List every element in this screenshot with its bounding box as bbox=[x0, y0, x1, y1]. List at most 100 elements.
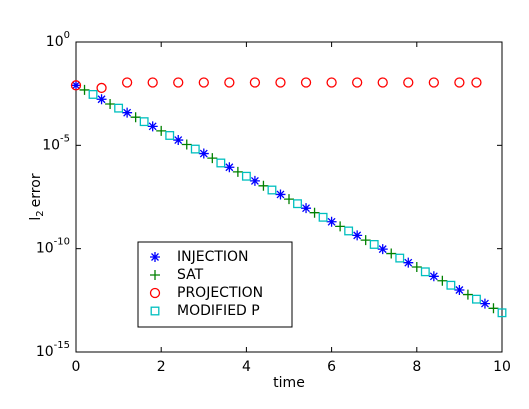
marker-plus bbox=[105, 99, 116, 109]
marker-shape bbox=[411, 261, 422, 272]
marker-shape bbox=[121, 77, 133, 88]
marker-shape bbox=[386, 248, 397, 259]
marker-plus bbox=[232, 166, 243, 177]
marker-shape bbox=[326, 77, 337, 88]
x-tick-label: 2 bbox=[157, 359, 166, 375]
x-tick-label: 4 bbox=[242, 359, 251, 375]
marker-asterisk bbox=[147, 121, 158, 132]
marker-shape bbox=[471, 77, 482, 88]
marker-circle bbox=[428, 77, 439, 88]
y-tick-label: 10-10 bbox=[36, 237, 70, 257]
marker-shape bbox=[352, 77, 363, 88]
marker-shape bbox=[241, 171, 251, 181]
marker-square bbox=[420, 267, 430, 277]
marker-asterisk bbox=[71, 80, 81, 91]
marker-shape bbox=[428, 271, 439, 282]
marker-shape bbox=[139, 117, 149, 127]
marker-plus bbox=[207, 153, 218, 164]
marker-circle bbox=[121, 77, 133, 88]
marker-shape bbox=[181, 139, 192, 150]
marker-shape bbox=[360, 235, 371, 246]
marker-circle bbox=[377, 77, 388, 88]
marker-shape bbox=[150, 252, 160, 262]
y-tick-base: 10 bbox=[36, 241, 54, 257]
marker-shape bbox=[173, 77, 184, 88]
marker-shape bbox=[71, 80, 81, 91]
marker-shape bbox=[326, 216, 337, 227]
marker-shape bbox=[471, 294, 481, 304]
marker-shape bbox=[479, 298, 490, 309]
y-tick-base: 10 bbox=[36, 344, 54, 360]
marker-shape bbox=[130, 112, 141, 123]
marker-asterisk bbox=[352, 230, 363, 241]
marker-circle bbox=[471, 77, 482, 88]
marker-shape bbox=[377, 244, 388, 255]
marker-shape bbox=[377, 77, 388, 88]
marker-asterisk bbox=[454, 285, 465, 295]
marker-shape bbox=[165, 131, 175, 140]
marker-shape bbox=[249, 77, 261, 88]
marker-shape bbox=[79, 84, 90, 95]
marker-asterisk bbox=[479, 298, 490, 309]
marker-asterisk bbox=[224, 162, 235, 173]
y-tick-exponent: -15 bbox=[54, 340, 70, 351]
marker-circle bbox=[300, 77, 312, 88]
marker-plus bbox=[150, 270, 160, 280]
marker-shape bbox=[150, 306, 160, 316]
marker-plus bbox=[386, 248, 397, 259]
marker-shape bbox=[300, 77, 312, 88]
marker-shape bbox=[173, 135, 184, 146]
marker-plus bbox=[335, 221, 346, 232]
marker-shape bbox=[454, 77, 465, 88]
marker-shape bbox=[190, 144, 200, 154]
marker-square bbox=[267, 185, 277, 195]
marker-square bbox=[88, 89, 98, 99]
marker-shape bbox=[462, 289, 473, 300]
legend-box bbox=[137, 241, 293, 328]
marker-shape bbox=[344, 226, 354, 236]
marker-asterisk bbox=[96, 94, 107, 105]
marker-shape bbox=[149, 287, 161, 299]
marker-shape bbox=[403, 257, 414, 268]
marker-plus bbox=[462, 289, 473, 300]
marker-square bbox=[139, 117, 149, 127]
marker-square bbox=[114, 103, 124, 113]
marker-circle bbox=[249, 77, 261, 88]
marker-circle bbox=[147, 77, 158, 88]
marker-shape bbox=[454, 285, 465, 295]
marker-shape bbox=[207, 153, 218, 164]
marker-shape bbox=[369, 239, 379, 249]
y-tick-exponent: -10 bbox=[54, 237, 70, 248]
legend-label: SAT bbox=[177, 267, 204, 283]
marker-asterisk bbox=[403, 257, 414, 268]
y-axis-label: l2 error bbox=[28, 173, 46, 220]
marker-shape bbox=[318, 212, 328, 222]
marker-shape bbox=[224, 162, 235, 173]
marker-asterisk bbox=[377, 244, 388, 255]
y-tick-exponent: 0 bbox=[64, 30, 70, 41]
marker-circle bbox=[454, 77, 465, 88]
marker-asterisk bbox=[198, 148, 209, 159]
y-tick-base: 10 bbox=[42, 137, 60, 153]
marker-square bbox=[446, 280, 456, 290]
marker-circle bbox=[70, 80, 82, 91]
marker-plus bbox=[181, 139, 192, 150]
marker-asterisk bbox=[249, 175, 260, 186]
marker-square bbox=[150, 306, 160, 316]
marker-circle bbox=[275, 77, 286, 88]
y-tick-label: 100 bbox=[46, 30, 70, 50]
x-tick-label: 0 bbox=[72, 359, 81, 375]
marker-shape bbox=[420, 267, 430, 277]
marker-shape bbox=[352, 230, 363, 241]
marker-square bbox=[293, 199, 302, 209]
marker-shape bbox=[309, 207, 320, 218]
x-tick-label: 10 bbox=[493, 359, 511, 375]
y-label-main: l bbox=[28, 217, 44, 221]
x-tick-label: 6 bbox=[327, 359, 336, 375]
marker-shape bbox=[122, 107, 133, 118]
marker-square bbox=[216, 158, 226, 168]
marker-plus bbox=[258, 180, 269, 191]
marker-shape bbox=[216, 158, 226, 168]
marker-plus bbox=[488, 303, 499, 314]
